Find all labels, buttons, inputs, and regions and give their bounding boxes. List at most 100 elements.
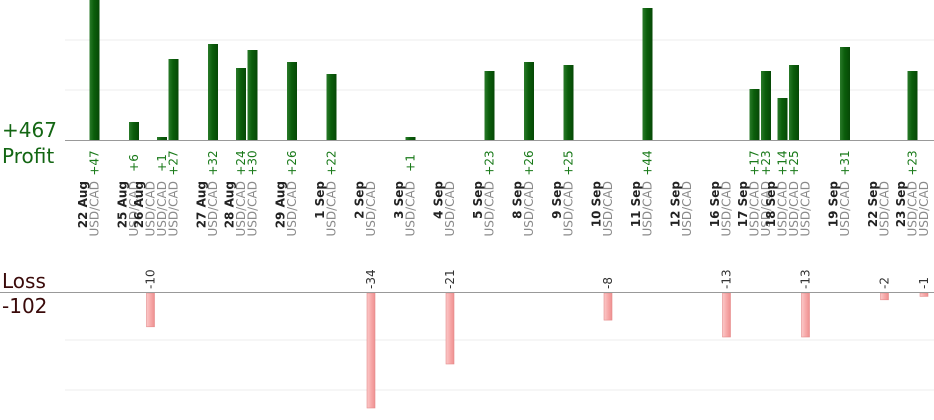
x-tick-date: 4 Sep: [432, 181, 446, 219]
value-labels: +47 +6-10+1+27 +32 +24+30 +26 +22-34+1-21+23 +…: [88, 150, 932, 289]
x-tick-pair: USD/CAD: [234, 181, 248, 237]
profit-bar: [287, 62, 297, 140]
x-tick-date: 10 Sep: [590, 181, 604, 228]
profit-bar: [247, 50, 258, 140]
profit-value-label: +26: [285, 150, 299, 175]
x-tick-pair: USD/CAD: [641, 181, 655, 237]
x-tick-date: 27 Aug: [195, 181, 209, 228]
profit-bar: [642, 8, 653, 140]
profit-bar: [208, 44, 218, 140]
x-tick-pair: USD/CAD: [325, 181, 339, 237]
x-tick-date: 25 Aug: [116, 181, 130, 228]
x-tick-date: 23 Sep: [894, 181, 908, 228]
profit-value-label: +47: [88, 150, 102, 175]
x-tick-date: 5 Sep: [471, 181, 485, 219]
x-tick-pair: USD/CAD: [522, 181, 536, 237]
x-tick-pair: USD/CAD: [364, 181, 378, 237]
loss-value-label: -21: [443, 269, 457, 289]
profit-bar: [157, 137, 167, 140]
x-tick-date: 19 Sep: [827, 181, 841, 228]
profit-bar: [907, 71, 918, 140]
x-tick-pair: USD/CAD: [246, 181, 260, 237]
x-tick-date: 22 Sep: [866, 181, 880, 228]
loss-bar: [880, 292, 889, 301]
loss-bar: [722, 292, 731, 338]
profit-bar: [129, 122, 139, 140]
profit-bar: [405, 137, 416, 140]
profit-bar: [89, 0, 100, 140]
x-tick-pair: USD/CAD: [776, 181, 790, 237]
loss-value-label: -2: [878, 277, 892, 289]
x-tick-pair: USD/CAD: [787, 181, 801, 237]
loss-value-label: -13: [720, 269, 734, 289]
profit-value-label: +14: [776, 150, 790, 175]
profit-bar: [761, 71, 771, 140]
profit-value-label: +23: [906, 150, 920, 175]
profit-value-label: +25: [787, 150, 801, 175]
x-tick-pair: USD/CAD: [144, 181, 158, 237]
x-tick-pair: USD/CAD: [285, 181, 299, 237]
x-tick-pair: USD/CAD: [483, 181, 497, 237]
loss-bar: [366, 292, 376, 409]
profit-value-label: +26: [522, 150, 536, 175]
x-tick-pair: USD/CAD: [404, 181, 418, 237]
profit-bar: [777, 98, 788, 140]
x-tick-pair: USD/CAD: [562, 181, 576, 237]
profit-value-label: +23: [759, 150, 773, 175]
loss-bar: [919, 292, 929, 297]
profit-total: +467: [2, 118, 57, 142]
x-tick-pair: USD/CAD: [206, 181, 220, 237]
x-tick-pair: USD/CAD: [838, 181, 852, 237]
loss-label: Loss: [2, 269, 46, 293]
loss-value-label: -1: [917, 277, 931, 289]
x-tick-pair: USD/CAD: [127, 181, 141, 237]
profit-bar: [563, 65, 574, 140]
x-tick-date: 16 Sep: [708, 181, 722, 228]
x-tick-pair: USD/CAD: [748, 181, 762, 237]
x-tick-date: 9 Sep: [550, 181, 564, 219]
profit-bar: [749, 89, 760, 140]
x-tick-date: 1 Sep: [313, 181, 327, 219]
x-tick-pair: USD/CAD: [878, 181, 892, 237]
profit-bar: [789, 65, 799, 140]
x-tick-pair: USD/CAD: [720, 181, 734, 237]
loss-bar: [603, 292, 613, 321]
x-tick-pair: USD/CAD: [167, 181, 181, 237]
x-tick-date: 26 Aug: [132, 181, 146, 228]
profit-bar: [326, 74, 337, 140]
profit-label: Profit: [2, 144, 55, 168]
loss-bar: [146, 292, 155, 328]
profit-value-label: +31: [838, 150, 852, 175]
x-tick-date: 28 Aug: [223, 181, 237, 228]
profit-value-label: +24: [234, 150, 248, 175]
x-tick-pair: USD/CAD: [906, 181, 920, 237]
loss-bar: [801, 292, 810, 338]
x-tick-date: 3 Sep: [392, 181, 406, 219]
profit-value-label: +44: [641, 150, 655, 175]
x-tick-pair: USD/CAD: [680, 181, 694, 237]
loss-bar: [445, 292, 455, 365]
profit-value-label: +32: [206, 150, 220, 175]
profit-value-label: +27: [167, 150, 181, 175]
profit-value-label: +1: [155, 154, 169, 172]
profit-value-label: +1: [404, 154, 418, 172]
loss-value-label: -10: [144, 269, 158, 289]
loss-value-label: -34: [364, 269, 378, 289]
profit-value-label: +25: [562, 150, 576, 175]
profit-bar: [524, 62, 534, 140]
x-tick-date: 2 Sep: [353, 181, 367, 219]
profit-value-label: +6: [127, 154, 141, 172]
profit-value-label: +30: [246, 150, 260, 175]
x-tick-pair: USD/CAD: [601, 181, 615, 237]
profit-bar: [484, 71, 495, 140]
axes: [0, 140, 934, 293]
x-tick-pair: USD/CAD: [917, 181, 931, 237]
loss-value-label: -8: [601, 277, 615, 289]
profit-bar: [168, 59, 179, 140]
x-tick-pair: USD/CAD: [799, 181, 813, 237]
x-tick-date: 22 Aug: [76, 181, 90, 228]
x-tick-date: 11 Sep: [629, 181, 643, 228]
profit-value-label: +23: [483, 150, 497, 175]
x-tick-pair: USD/CAD: [759, 181, 773, 237]
x-tick-date: 8 Sep: [511, 181, 525, 219]
